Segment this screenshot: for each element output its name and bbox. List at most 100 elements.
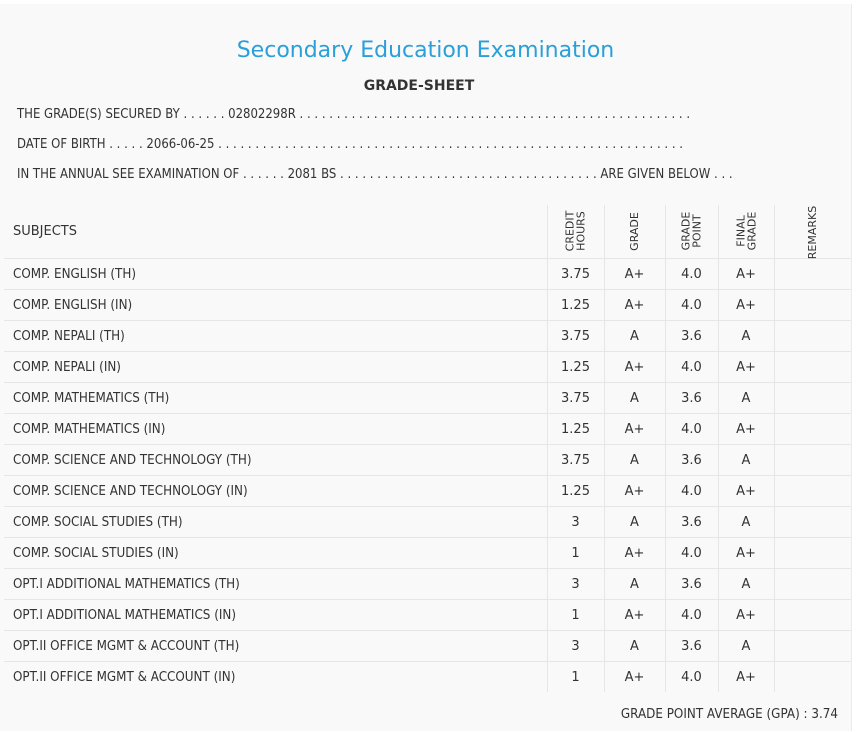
remarks-cell	[773, 506, 851, 538]
final-grade-cell: A+	[717, 661, 774, 692]
grade-point-cell: 4.0	[664, 351, 718, 383]
subject-cell: COMP. SOCIAL STUDIES (IN)	[4, 537, 547, 569]
table-row: COMP. SCIENCE AND TECHNOLOGY (IN) 1.25 A+ 4…	[4, 475, 851, 507]
grade-point-cell: 4.0	[664, 413, 718, 445]
final-grade-cell: A	[717, 568, 774, 600]
subject-cell: COMP. SCIENCE AND TECHNOLOGY (IN)	[4, 475, 547, 507]
subject-cell: COMP. SCIENCE AND TECHNOLOGY (TH)	[4, 444, 547, 476]
grade-cell: A+	[603, 599, 665, 631]
table-row: COMP. MATHEMATICS (IN) 1.25 A+ 4.0 A+	[4, 413, 851, 445]
gpa-summary: GRADE POINT AVERAGE (GPA) : 3.74	[620, 707, 838, 722]
examination-line: IN THE ANNUAL SEE EXAMINATION OF . . . .…	[17, 167, 733, 182]
table-row: COMP. ENGLISH (TH) 3.75 A+ 4.0 A+	[4, 258, 851, 290]
header-grade: GRADE	[603, 205, 665, 259]
grade-point-cell: 3.6	[664, 568, 718, 600]
remarks-cell	[773, 413, 851, 445]
sheet-subtitle: GRADE-SHEET	[363, 78, 475, 94]
table-row: OPT.I ADDITIONAL MATHEMATICS (TH) 3 A 3.6 A	[4, 568, 851, 600]
remarks-cell	[773, 444, 851, 476]
grade-sheet: Secondary Education Examination GRADE-SH…	[0, 4, 852, 731]
table-header-row: SUBJECTS CREDIT HOURS GRADE GRADE POINT FI…	[4, 205, 851, 259]
remarks-cell	[773, 630, 851, 662]
grade-cell: A	[603, 320, 665, 352]
credit-hours-cell: 1.25	[546, 289, 604, 321]
secured-by-line: THE GRADE(S) SECURED BY . . . . . . 0280…	[17, 107, 691, 122]
subject-cell: OPT.I ADDITIONAL MATHEMATICS (TH)	[4, 568, 547, 600]
grade-point-cell: 3.6	[664, 444, 718, 476]
grade-cell: A	[603, 506, 665, 538]
credit-hours-cell: 3	[546, 568, 604, 600]
credit-hours-cell: 1.25	[546, 351, 604, 383]
subject-cell: OPT.II OFFICE MGMT & ACCOUNT (IN)	[4, 661, 547, 692]
credit-hours-cell: 3	[546, 630, 604, 662]
grade-point-cell: 3.6	[664, 320, 718, 352]
grade-point-cell: 4.0	[664, 289, 718, 321]
credit-hours-cell: 3	[546, 506, 604, 538]
date-of-birth-line: DATE OF BIRTH . . . . . 2066-06-25 . . .…	[17, 137, 684, 152]
subject-cell: COMP. MATHEMATICS (IN)	[4, 413, 547, 445]
remarks-cell	[773, 382, 851, 414]
header-remarks: REMARKS	[773, 205, 851, 259]
grade-cell: A+	[603, 537, 665, 569]
grade-cell: A	[603, 630, 665, 662]
grade-point-cell: 4.0	[664, 258, 718, 290]
final-grade-cell: A	[717, 506, 774, 538]
table-row: OPT.II OFFICE MGMT & ACCOUNT (TH) 3 A 3.6 A	[4, 630, 851, 662]
credit-hours-cell: 3.75	[546, 320, 604, 352]
table-row: COMP. SCIENCE AND TECHNOLOGY (TH) 3.75 A 3.…	[4, 444, 851, 476]
remarks-cell	[773, 351, 851, 383]
header-credit-hours: CREDIT HOURS	[546, 205, 604, 259]
table-row: COMP. NEPALI (IN) 1.25 A+ 4.0 A+	[4, 351, 851, 383]
final-grade-cell: A+	[717, 599, 774, 631]
grade-cell: A+	[603, 475, 665, 507]
remarks-cell	[773, 537, 851, 569]
table-row: COMP. MATHEMATICS (TH) 3.75 A 3.6 A	[4, 382, 851, 414]
grade-point-cell: 4.0	[664, 661, 718, 692]
credit-hours-cell: 1	[546, 599, 604, 631]
subject-cell: COMP. SOCIAL STUDIES (TH)	[4, 506, 547, 538]
grade-cell: A+	[603, 413, 665, 445]
remarks-cell	[773, 568, 851, 600]
subject-cell: OPT.I ADDITIONAL MATHEMATICS (IN)	[4, 599, 547, 631]
grade-cell: A	[603, 382, 665, 414]
remarks-cell	[773, 289, 851, 321]
subject-cell: OPT.II OFFICE MGMT & ACCOUNT (TH)	[4, 630, 547, 662]
credit-hours-cell: 1.25	[546, 475, 604, 507]
header-final-grade: FINAL GRADE	[717, 205, 774, 259]
remarks-cell	[773, 475, 851, 507]
credit-hours-cell: 3.75	[546, 444, 604, 476]
final-grade-cell: A+	[717, 537, 774, 569]
table-row: COMP. SOCIAL STUDIES (IN) 1 A+ 4.0 A+	[4, 537, 851, 569]
credit-hours-cell: 3.75	[546, 258, 604, 290]
remarks-cell	[773, 320, 851, 352]
remarks-cell	[773, 661, 851, 692]
grades-table: SUBJECTS CREDIT HOURS GRADE GRADE POINT FI…	[4, 205, 851, 692]
credit-hours-cell: 1	[546, 661, 604, 692]
remarks-cell	[773, 599, 851, 631]
final-grade-cell: A+	[717, 413, 774, 445]
grade-cell: A	[603, 568, 665, 600]
table-row: COMP. NEPALI (TH) 3.75 A 3.6 A	[4, 320, 851, 352]
final-grade-cell: A+	[717, 258, 774, 290]
credit-hours-cell: 1	[546, 537, 604, 569]
subject-cell: COMP. ENGLISH (IN)	[4, 289, 547, 321]
table-row: COMP. ENGLISH (IN) 1.25 A+ 4.0 A+	[4, 289, 851, 321]
grade-cell: A+	[603, 258, 665, 290]
final-grade-cell: A	[717, 630, 774, 662]
grade-point-cell: 3.6	[664, 630, 718, 662]
grade-point-cell: 3.6	[664, 382, 718, 414]
subject-cell: COMP. NEPALI (IN)	[4, 351, 547, 383]
table-row: OPT.I ADDITIONAL MATHEMATICS (IN) 1 A+ 4.0 A…	[4, 599, 851, 631]
credit-hours-cell: 3.75	[546, 382, 604, 414]
credit-hours-cell: 1.25	[546, 413, 604, 445]
grade-point-cell: 4.0	[664, 537, 718, 569]
grade-point-cell: 3.6	[664, 506, 718, 538]
grade-cell: A+	[603, 661, 665, 692]
grade-point-cell: 4.0	[664, 599, 718, 631]
subject-cell: COMP. NEPALI (TH)	[4, 320, 547, 352]
final-grade-cell: A+	[717, 289, 774, 321]
remarks-cell	[773, 258, 851, 290]
grade-cell: A+	[603, 289, 665, 321]
grade-cell: A+	[603, 351, 665, 383]
final-grade-cell: A	[717, 382, 774, 414]
